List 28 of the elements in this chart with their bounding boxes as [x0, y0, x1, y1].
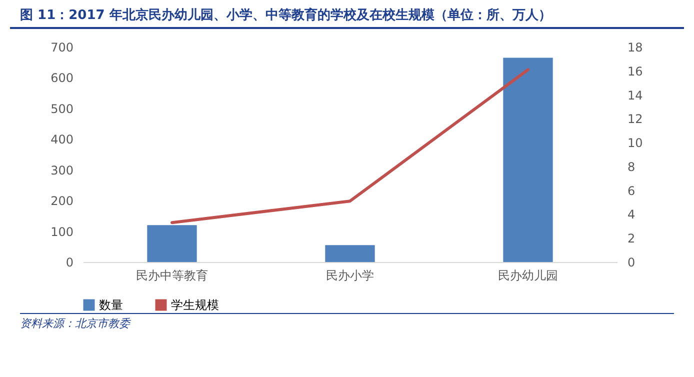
chart-title: 图 11：2017 年北京民办幼儿园、小学、中等教育的学校及在校生规模（单位：所、万人） [10, 0, 684, 29]
y2-tick-label: 0 [628, 256, 636, 270]
y-tick-label: 0 [66, 256, 74, 270]
y-tick-label: 700 [50, 40, 74, 54]
y2-tick-label: 18 [628, 40, 643, 54]
y-tick-label: 600 [50, 71, 74, 86]
y-tick-label: 100 [50, 224, 74, 239]
y2-tick-label: 12 [628, 112, 643, 126]
y2-tick-label: 14 [628, 88, 643, 102]
y-tick-label: 300 [50, 163, 74, 178]
text: 资料来源：北京市教委 [20, 313, 674, 331]
y2-tick-label: 10 [628, 136, 643, 150]
y2-tick-label: 8 [628, 160, 636, 174]
y-tick-label: 500 [50, 102, 74, 116]
y2-tick-label: 4 [628, 208, 636, 222]
y2-tick-label: 16 [628, 64, 643, 78]
x-tick-label: 民办小学 [326, 268, 374, 282]
bar [325, 245, 375, 262]
legend-label: 数量 [99, 298, 123, 312]
y2-tick-label: 2 [628, 232, 636, 246]
y-tick-label: 200 [50, 194, 74, 208]
bar [503, 58, 553, 262]
y2-tick-label: 6 [628, 184, 636, 198]
y-tick-label: 400 [50, 132, 74, 147]
bar [147, 225, 197, 262]
x-tick-label: 民办中等教育 [136, 268, 208, 282]
legend-label: 学生规模 [171, 298, 219, 312]
x-tick-label: 民办幼儿园 [498, 268, 558, 282]
